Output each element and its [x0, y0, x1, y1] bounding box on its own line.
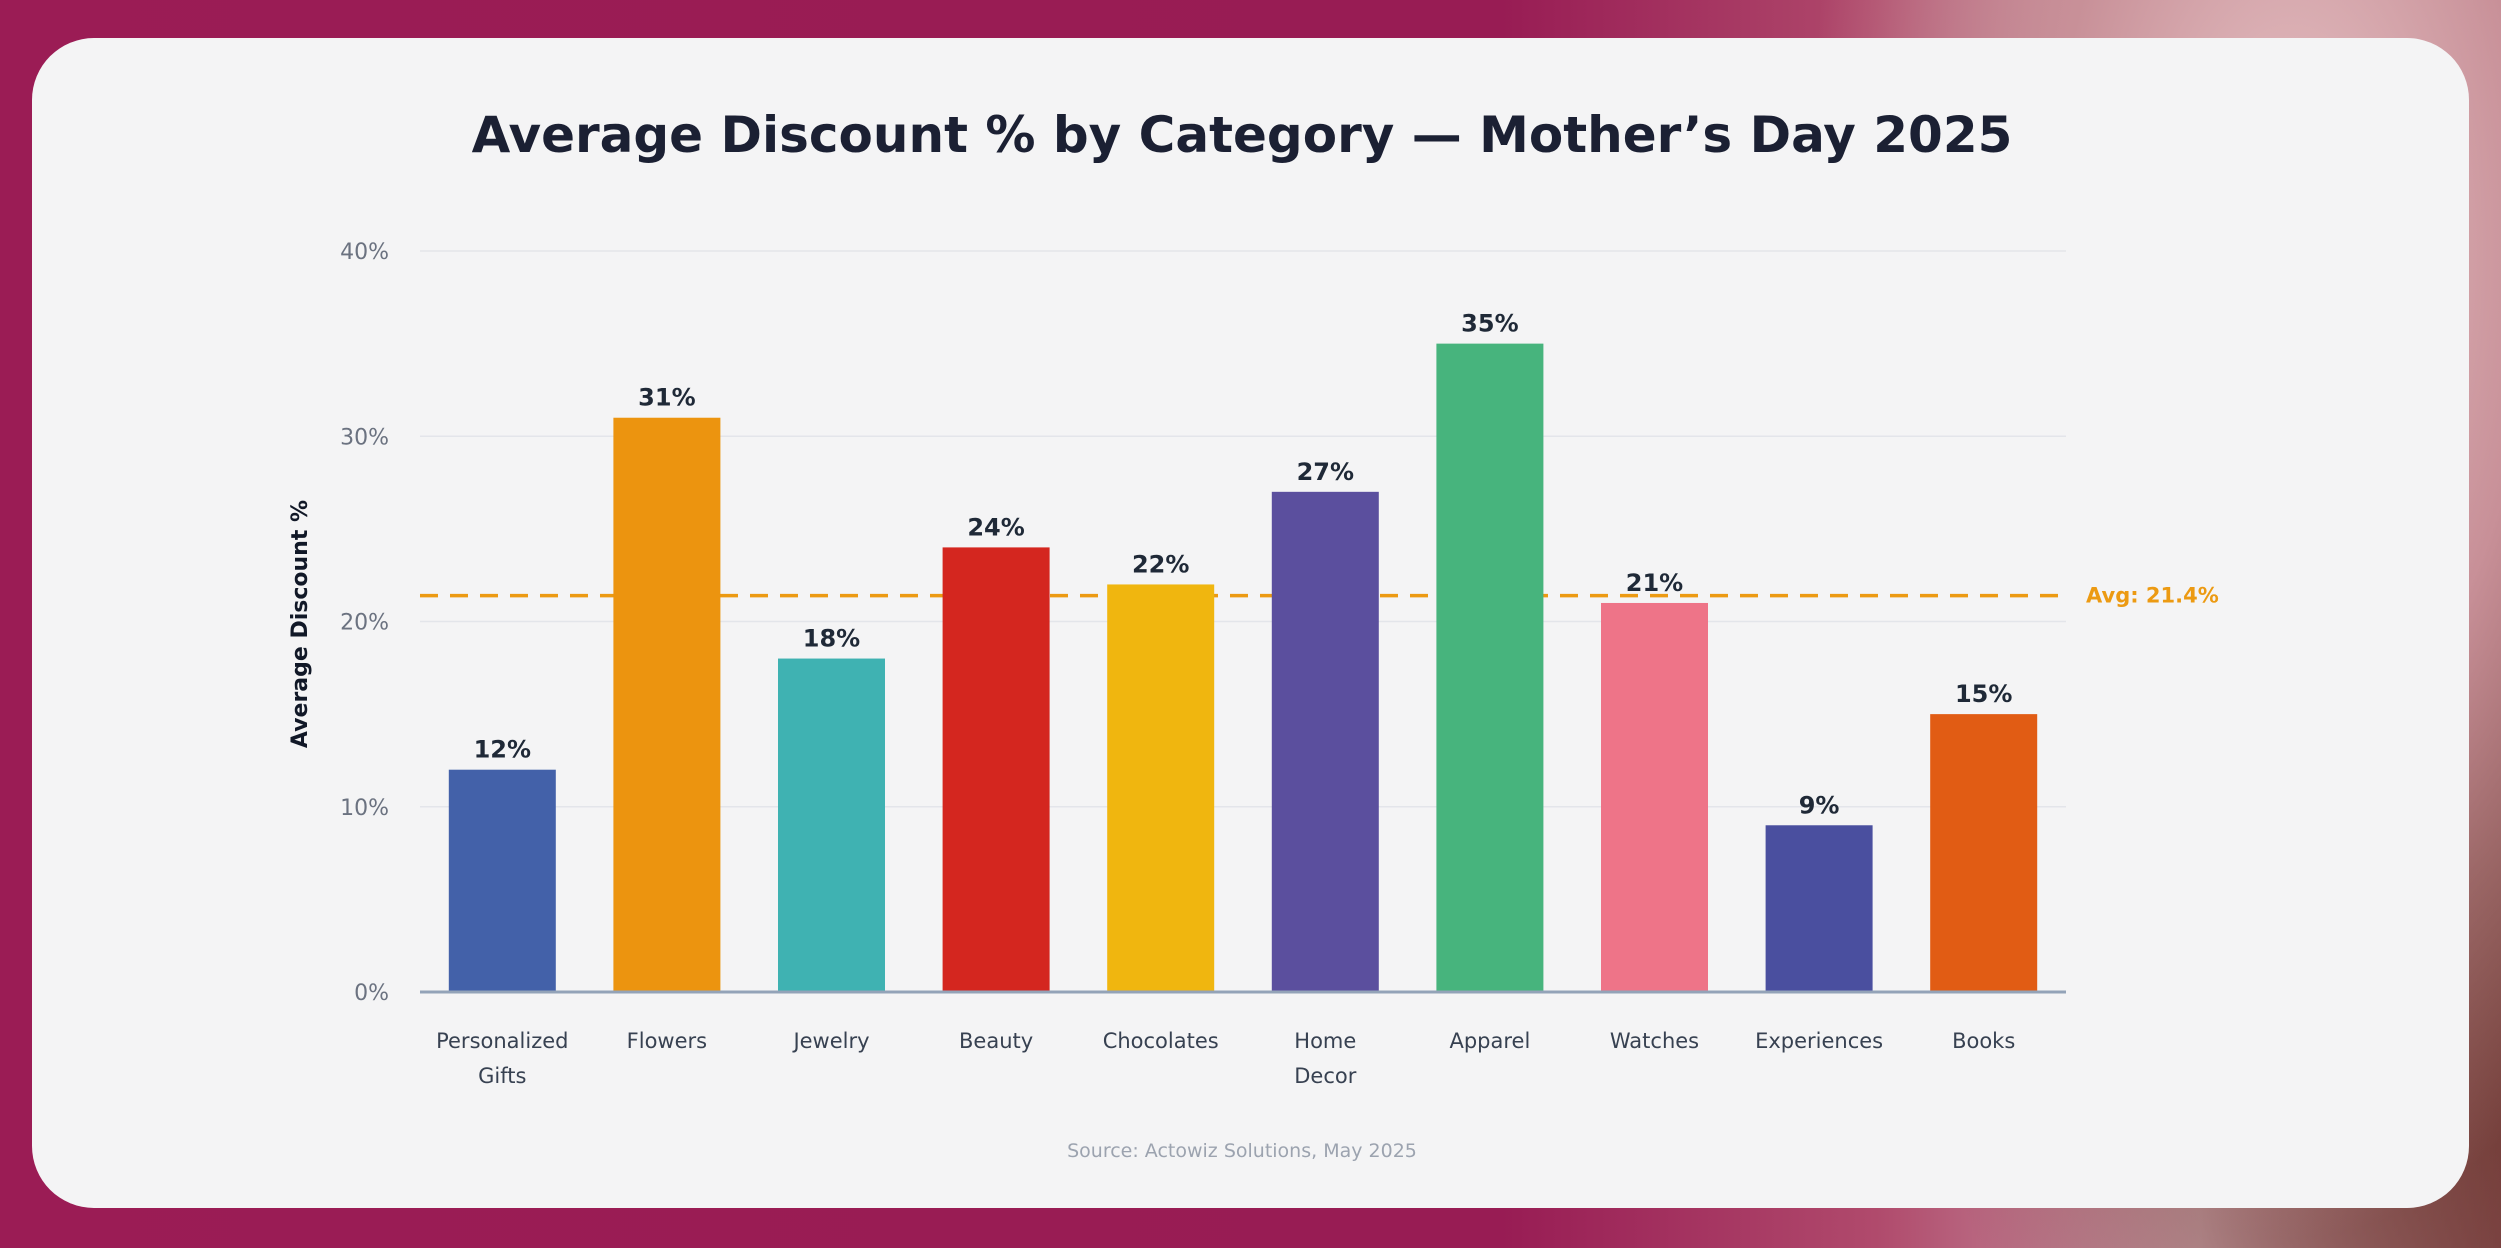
- source-note: Source: Actowiz Solutions, May 2025: [1067, 1140, 1417, 1162]
- data-label: 15%: [1955, 680, 2012, 708]
- data-label: 21%: [1626, 569, 1683, 597]
- x-tick-label: Gifts: [478, 1064, 526, 1088]
- x-tick-label: Experiences: [1755, 1029, 1883, 1053]
- x-tick-label: Home: [1294, 1029, 1356, 1053]
- x-tick-label: Flowers: [627, 1029, 707, 1053]
- bars: 12% 31% 18% 24% 22% 27% 35% 21% 9% 15%: [448, 310, 2038, 993]
- data-label: 12%: [474, 736, 531, 764]
- y-tick-label: 30%: [340, 425, 389, 450]
- y-tick-label: 20%: [340, 611, 389, 636]
- x-tick-label: Books: [1952, 1029, 2015, 1053]
- bar: [942, 547, 1050, 992]
- chart-card: [32, 38, 2469, 1208]
- data-label: 24%: [967, 513, 1024, 541]
- x-tick-label: Personalized: [436, 1029, 568, 1053]
- y-tick-label: 40%: [340, 240, 389, 265]
- bar: [1107, 584, 1215, 992]
- x-tick-label: Watches: [1610, 1029, 1699, 1053]
- y-tick-label: 0%: [354, 981, 389, 1006]
- data-label: 35%: [1461, 310, 1518, 338]
- y-axis-label: Average Discount %: [288, 500, 313, 748]
- bar: [1930, 714, 2038, 992]
- x-tick-label: Beauty: [959, 1029, 1033, 1053]
- bar: [448, 769, 556, 992]
- axes: 0% 10% 20% 30% 40% Personalized Gifts Flowers Je…: [340, 240, 2066, 1088]
- bar: [613, 417, 721, 993]
- bar: [778, 658, 885, 992]
- x-tick-label: Chocolates: [1103, 1029, 1219, 1053]
- average-label: Avg: 21.4%: [2086, 584, 2219, 608]
- chart-title: Average Discount % by Category — Mother’…: [472, 106, 2013, 164]
- bar: [1271, 491, 1379, 992]
- data-label: 31%: [638, 384, 695, 412]
- bar: [1436, 343, 1544, 992]
- x-tick-label: Jewelry: [791, 1029, 869, 1053]
- data-label: 18%: [803, 625, 860, 653]
- x-tick-label: Apparel: [1449, 1029, 1530, 1053]
- data-label: 27%: [1297, 458, 1354, 486]
- x-tick-label: Decor: [1294, 1064, 1356, 1088]
- data-label: 9%: [1799, 791, 1840, 819]
- bar: [1601, 602, 1708, 992]
- data-label: 22%: [1132, 550, 1189, 578]
- y-tick-label: 10%: [340, 796, 389, 821]
- bar: [1765, 825, 1873, 992]
